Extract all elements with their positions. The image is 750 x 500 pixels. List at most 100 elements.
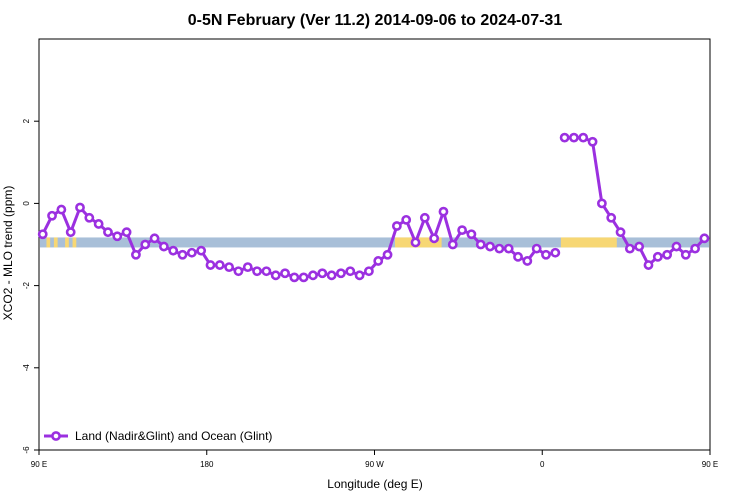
data-point (196, 245, 207, 256)
data-point (75, 202, 85, 213)
data-point (419, 212, 430, 223)
x-tick-label: 0 (540, 460, 545, 469)
data-point (457, 225, 468, 236)
data-point (93, 219, 104, 229)
data-point (280, 268, 290, 279)
data-point (84, 212, 95, 223)
band-land (53, 237, 58, 248)
data-point (47, 210, 57, 221)
chart-title: 0-5N February (Ver 11.2) 2014-09-06 to 2… (188, 12, 563, 29)
data-point (391, 221, 402, 231)
data-point (177, 249, 188, 260)
x-tick-label: 90 E (31, 460, 47, 469)
data-point (252, 266, 262, 277)
data-point (634, 241, 645, 252)
data-point (541, 249, 551, 260)
data-point (429, 233, 440, 244)
data-point (680, 249, 691, 260)
data-point (317, 268, 328, 279)
band-land (65, 237, 69, 248)
data-point (270, 270, 281, 281)
legend-marker (51, 431, 61, 441)
data-point (382, 249, 393, 260)
data-point (326, 270, 337, 281)
x-tick-label: 90 W (365, 460, 384, 469)
data-point (158, 241, 169, 252)
data-point (233, 266, 244, 277)
data-point (550, 247, 561, 258)
data-point (615, 227, 626, 238)
data-point (569, 132, 579, 143)
data-point (168, 245, 179, 256)
data-point (587, 136, 598, 147)
y-axis-label: XCO2 - MLO trend (ppm) (1, 186, 15, 321)
data-point (65, 227, 76, 238)
data-point (578, 132, 589, 143)
x-tick-label: 180 (200, 460, 214, 469)
data-point (438, 206, 449, 217)
x-axis-ticks: 90 E 180 90 W 0 90 E (31, 450, 718, 469)
y-tick-label: 0 (22, 201, 31, 206)
y-axis-ticks: 2 0 -2 -4 -6 (22, 118, 39, 454)
surface-band (40, 237, 709, 248)
series-points (37, 132, 710, 283)
x-axis-label: Longitude (deg E) (327, 477, 422, 491)
legend: Land (Nadir&Glint) and Ocean (Glint) (44, 429, 272, 443)
data-point (447, 239, 458, 250)
data-point (205, 260, 216, 270)
data-point (503, 243, 514, 254)
data-point (699, 233, 710, 244)
data-point (131, 249, 141, 260)
y-tick-label: -4 (22, 364, 31, 372)
data-point (624, 243, 635, 254)
data-point (354, 270, 365, 281)
data-point (485, 241, 495, 252)
data-point (336, 268, 346, 279)
data-point (308, 270, 318, 281)
data-point (466, 229, 477, 240)
data-point (522, 256, 533, 266)
data-point (121, 227, 132, 238)
data-point (242, 262, 253, 273)
x-tick-label: 90 E (702, 460, 718, 469)
data-point (373, 256, 384, 266)
y-tick-label: 2 (22, 118, 31, 123)
data-point (596, 198, 607, 209)
band-ocean (40, 237, 709, 248)
y-tick-label: -6 (22, 446, 31, 454)
data-point (112, 231, 123, 242)
data-point (261, 266, 272, 277)
series-lines (41, 136, 706, 279)
data-point (401, 214, 412, 225)
data-point (606, 212, 617, 223)
data-point (662, 249, 673, 260)
data-point (410, 237, 421, 248)
data-point (149, 233, 160, 244)
band-land (46, 237, 51, 248)
data-point (364, 266, 374, 277)
data-point (56, 204, 67, 215)
data-point (289, 272, 300, 283)
data-point (214, 260, 225, 270)
data-point (559, 132, 570, 143)
data-point (298, 272, 309, 283)
band-land (560, 237, 617, 248)
data-point (186, 247, 197, 258)
data-point (140, 239, 151, 250)
data-point (475, 239, 486, 250)
data-point (37, 229, 48, 240)
legend-label: Land (Nadir&Glint) and Ocean (Glint) (75, 429, 272, 443)
data-point (531, 243, 542, 254)
data-point (103, 227, 113, 238)
data-point (224, 262, 235, 273)
data-point (345, 266, 356, 277)
data-point (494, 243, 505, 254)
data-point (671, 241, 682, 252)
data-point (652, 251, 663, 262)
data-point (643, 260, 654, 270)
data-point (690, 243, 700, 254)
data-point (513, 251, 523, 262)
y-tick-label: -2 (22, 281, 31, 289)
band-land (72, 237, 77, 248)
